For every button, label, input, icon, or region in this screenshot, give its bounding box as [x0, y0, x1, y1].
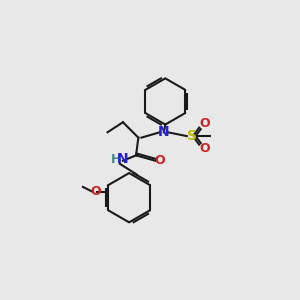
Text: N: N: [116, 152, 128, 166]
Text: O: O: [199, 142, 210, 155]
Text: O: O: [90, 185, 101, 198]
Text: O: O: [199, 117, 210, 130]
Text: S: S: [187, 129, 197, 143]
Text: O: O: [154, 154, 165, 167]
Text: N: N: [158, 125, 170, 139]
Text: H: H: [111, 153, 121, 166]
